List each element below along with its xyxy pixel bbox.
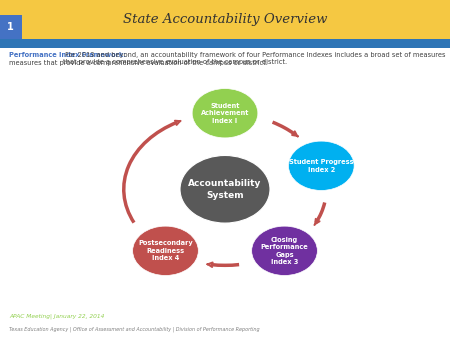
Text: measures that provide a comprehensive evaluation of the campus or district.: measures that provide a comprehensive ev… xyxy=(9,60,268,66)
Text: Student
Achievement
Index I: Student Achievement Index I xyxy=(201,103,249,124)
Text: State Accountability Overview: State Accountability Overview xyxy=(123,13,327,26)
Circle shape xyxy=(180,155,270,223)
Circle shape xyxy=(192,89,258,138)
FancyBboxPatch shape xyxy=(0,15,22,39)
Text: Student Progress
Index 2: Student Progress Index 2 xyxy=(289,159,354,172)
Circle shape xyxy=(252,226,317,275)
Circle shape xyxy=(288,141,354,190)
Text: Performance Index Framework:: Performance Index Framework: xyxy=(9,52,126,58)
Text: Texas Education Agency | Office of Assessment and Accountability | Division of P: Texas Education Agency | Office of Asses… xyxy=(9,327,260,332)
FancyBboxPatch shape xyxy=(0,39,450,48)
Text: Postsecondary
Readiness
Index 4: Postsecondary Readiness Index 4 xyxy=(138,240,193,261)
Circle shape xyxy=(133,226,198,275)
Text: Accountability
System: Accountability System xyxy=(188,179,262,200)
Text: Closing
Performance
Gaps
Index 3: Closing Performance Gaps Index 3 xyxy=(261,237,308,265)
Text: For 2013 and beyond, an accountability framework of four Performance Indexes inc: For 2013 and beyond, an accountability f… xyxy=(63,52,445,65)
Text: 1: 1 xyxy=(7,22,14,32)
FancyBboxPatch shape xyxy=(0,0,450,39)
Text: APAC Meeting| January 22, 2014: APAC Meeting| January 22, 2014 xyxy=(9,314,104,319)
